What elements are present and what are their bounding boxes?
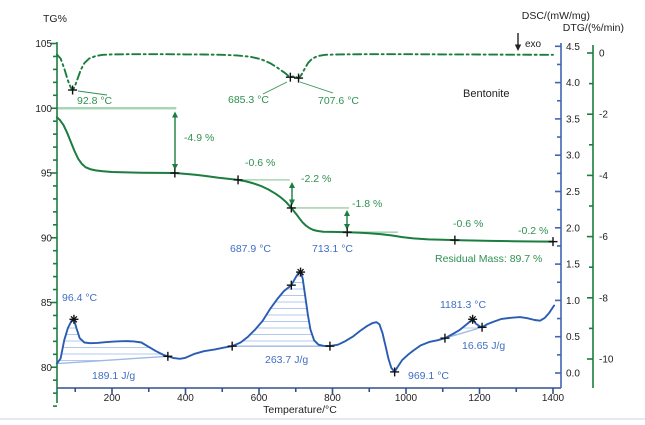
exo-arrow-icon [514,33,522,51]
annotation-label: -1.8 % [352,198,382,210]
annotation-label: 189.1 J/g [92,370,135,382]
tick-label: 105 [35,39,52,50]
annotation-label: 16.65 J/g [462,340,505,352]
tick-label: 1200 [468,393,491,404]
arrows-and-leaders [77,81,350,230]
exo-label: exo [525,39,542,50]
tg-axis-title: TG% [43,13,67,25]
tick-label: -10 [599,355,614,366]
star-marker [469,315,477,323]
tick-label: 1000 [395,393,418,404]
evaluation-markers [68,72,558,377]
arrowhead-up-icon [172,111,178,118]
annotation-label: 96.4 °C [62,292,98,304]
tick-label: -6 [599,232,608,243]
tick-label: 80 [41,363,53,374]
tick-label: 90 [41,233,53,244]
peak-leader-line [77,90,108,96]
star-marker [297,268,304,276]
tick-label: 1.5 [566,260,580,271]
tick-label: 600 [251,393,268,404]
annotation-label: 713.1 °C [312,243,353,255]
annotation-label: 707.6 °C [318,95,359,107]
reference-lines [56,106,483,365]
tick-label: 85 [41,298,53,309]
dtg-axis-title: DTG/(%/min) [563,22,624,34]
dtg-curve [55,53,554,91]
arrowhead-down-icon [344,224,350,230]
annotation-label: 969.1 °C [408,370,449,382]
peak-area-hatching [56,272,483,364]
dsc-peak-area [56,319,168,364]
annotation-label: 687.9 °C [230,243,271,255]
tick-label: 95 [41,169,53,180]
annotation-label: -4.9 % [184,132,214,144]
tick-label: 4.5 [566,42,580,53]
arrowhead-down-icon [172,164,178,170]
tick-label: 100 [35,104,52,115]
dsc-baseline [56,355,168,365]
annotation-label: -0.2 % [518,225,548,237]
tick-label: 3.0 [566,151,580,162]
tick-label: 1400 [542,393,565,404]
sample-name-label: Bentonite [463,88,509,100]
tick-label: 400 [177,393,194,404]
tick-label: 2.5 [566,187,580,198]
annotation-label: -0.6 % [245,157,275,169]
annotations: 92.8 °C 685.3 °C 707.6 °C -4.9 % -0.6 % -2.2 … [62,94,548,382]
peak-leader-line [299,81,334,94]
dsc-axis-title: DSC/(mW/mg) [522,10,590,22]
tick-label: 800 [324,393,341,404]
dsc-peak-area [232,272,330,347]
tick-label: 4.0 [566,78,580,89]
annotation-label: -2.2 % [301,173,331,185]
arrowhead-up-icon [344,210,350,216]
tick-label: 0.0 [566,369,580,380]
annotation-label: 263.7 J/g [265,354,308,366]
annotation-label: Residual Mass: 89.7 % [435,253,542,265]
tick-label: -2 [599,110,608,121]
tick-label: -8 [599,293,608,304]
arrowhead-down-icon [289,199,295,206]
x-axis-title: Temperature/°C [263,404,337,416]
tick-label: 0.5 [566,332,580,343]
tick-label: 3.5 [566,114,580,125]
star-marker [70,315,78,323]
annotation-label: -0.6 % [453,218,483,230]
annotation-label: 92.8 °C [77,95,113,107]
tick-label: -4 [599,171,608,182]
tick-label: 2.0 [566,223,580,234]
axes: 105 100 95 90 85 80 200 400 600 800 1000 1200 1400 4.… [35,39,614,407]
annotation-label: 1181.3 °C [440,299,486,311]
peak-leader-line [262,81,288,95]
tg-curve [55,116,554,243]
tick-label: 200 [104,393,121,404]
tick-label: 1.0 [566,296,580,307]
dsc-baseline [444,326,483,339]
arrowhead-up-icon [289,182,295,188]
annotation-label: 685.3 °C [228,94,269,106]
tick-label: 0 [599,49,605,60]
